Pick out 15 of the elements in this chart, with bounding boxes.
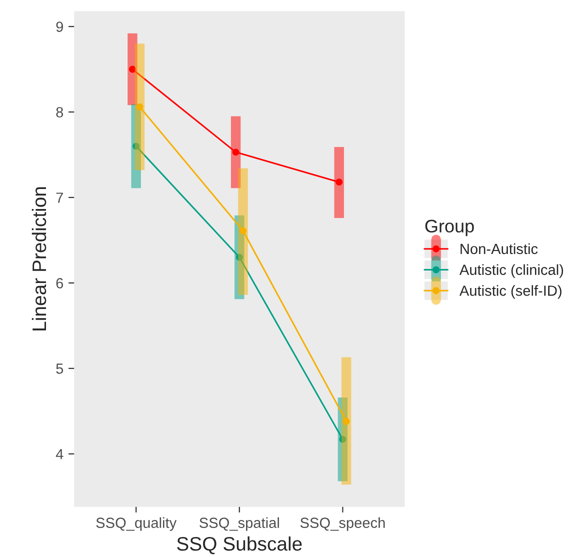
legend-title: Group — [425, 220, 474, 236]
legend-label: Autistic (self-ID) — [459, 285, 562, 299]
y-tick-label: 7 — [56, 192, 63, 203]
y-tick-label: 4 — [56, 449, 64, 460]
legend-label: Non-Autistic — [460, 243, 538, 254]
y-axis-title: Linear Prediction — [32, 187, 46, 330]
y-tick-label: 8 — [56, 107, 64, 118]
x-tick-label: SSQ_speech — [300, 517, 385, 531]
y-tick-label: 6 — [56, 278, 64, 288]
x-tick-label: SSQ_spatial — [200, 517, 279, 531]
legend-label: Autistic (clinical) — [459, 264, 564, 278]
y-tick-label: 9 — [56, 22, 63, 32]
x-tick-label: SSQ_quality — [96, 517, 177, 531]
x-axis-title: SSQ Subscale — [177, 536, 302, 554]
y-tick-label: 5 — [56, 364, 64, 374]
